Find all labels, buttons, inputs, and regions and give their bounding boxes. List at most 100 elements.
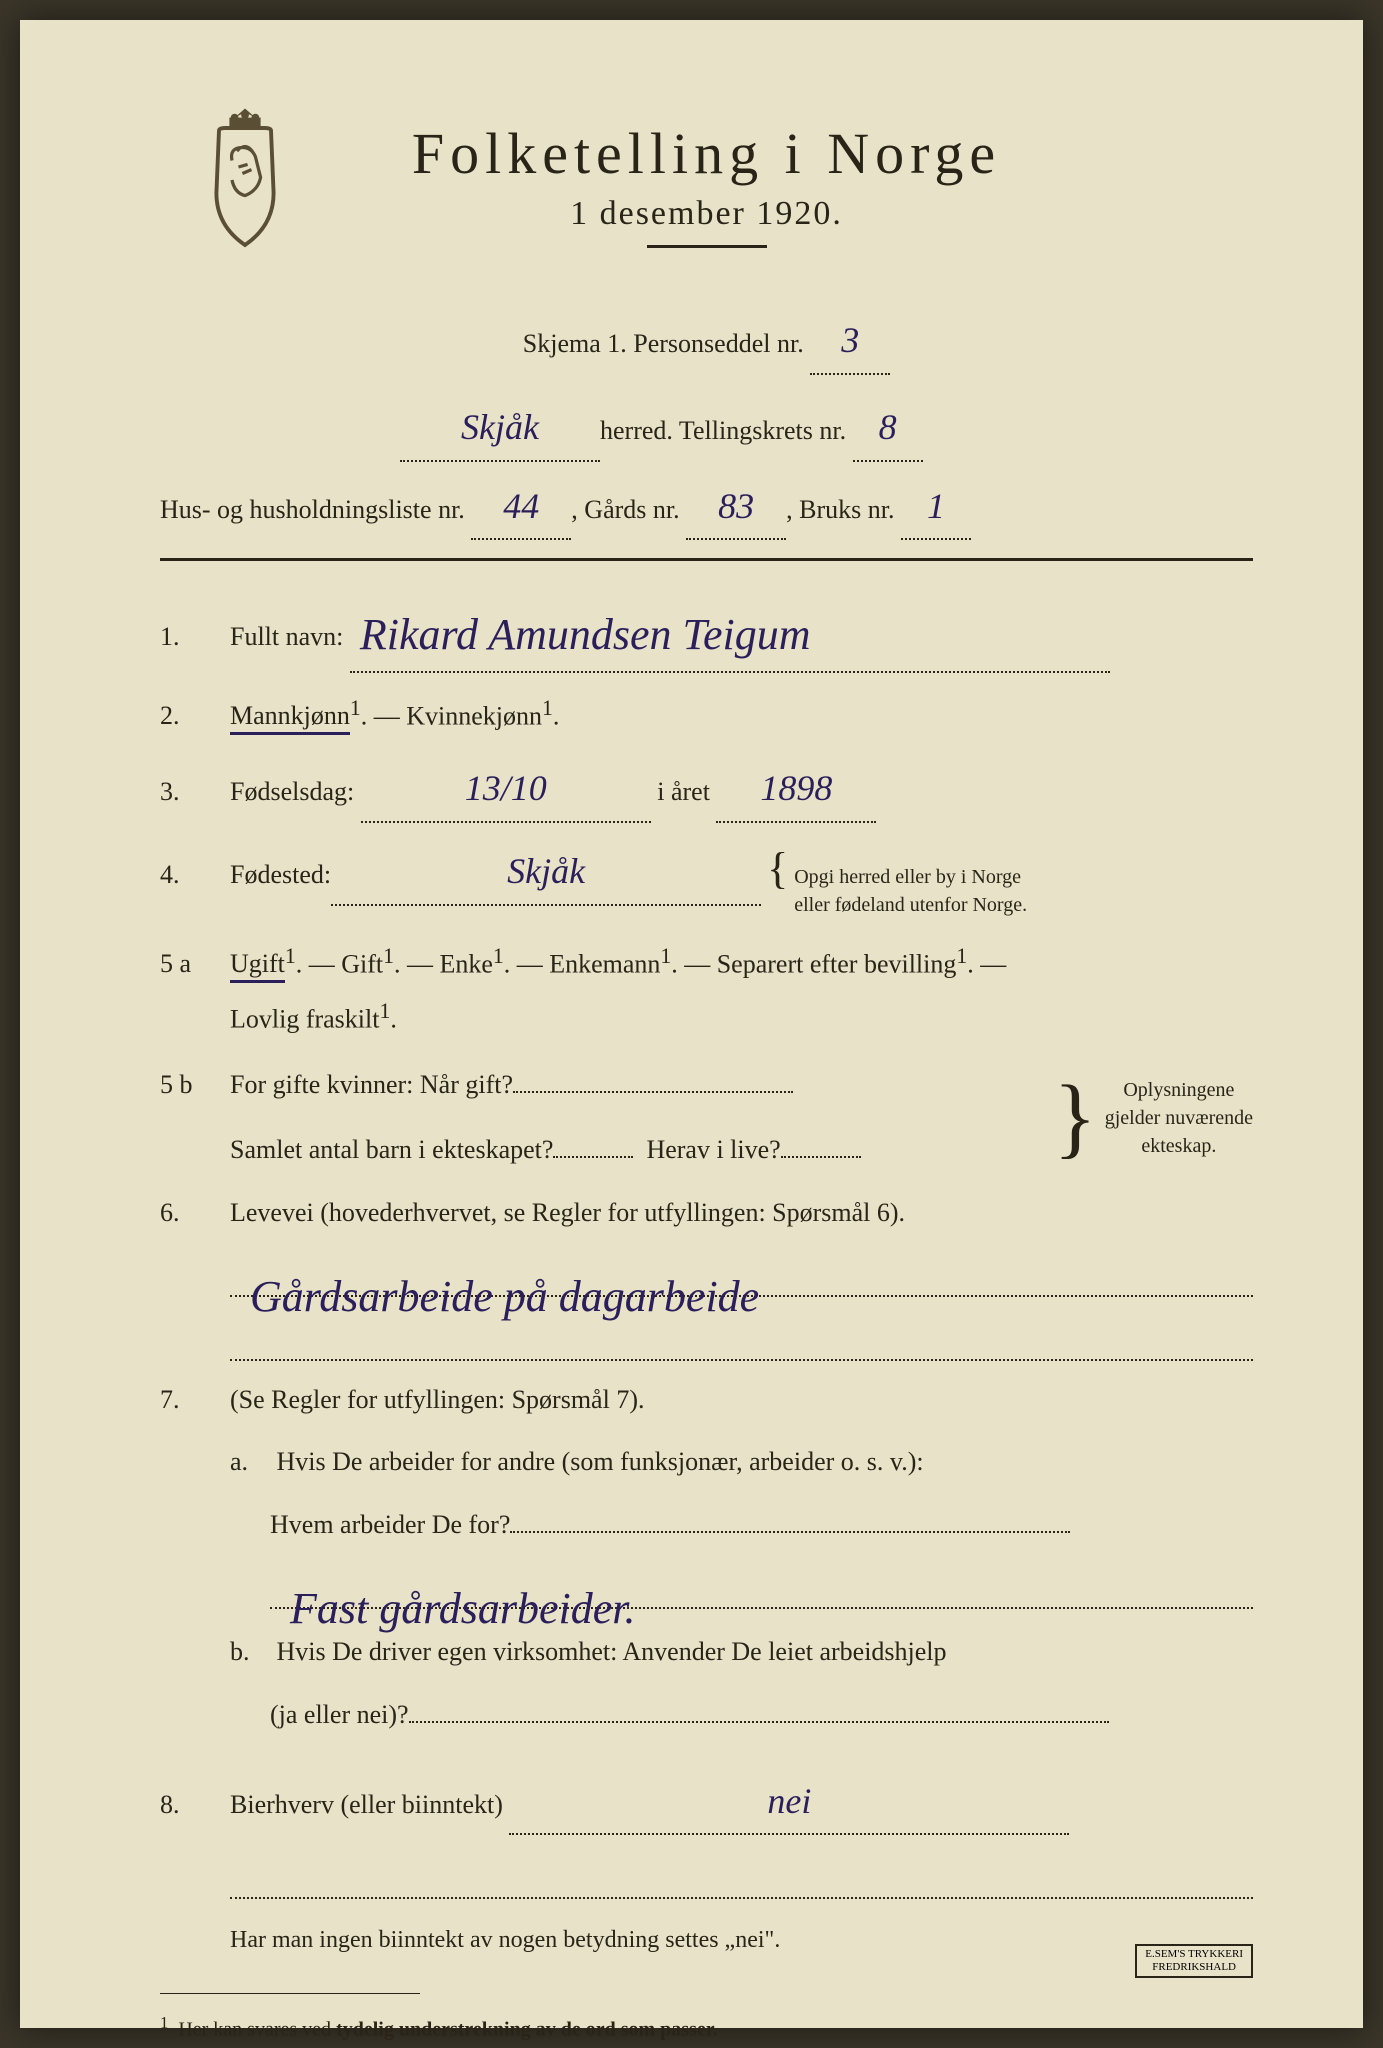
coat-of-arms-icon [180, 100, 310, 260]
document-header: Folketelling i Norge 1 desember 1920. [160, 120, 1253, 248]
footnote-num: 1 [160, 2013, 168, 2032]
q1-label: Fullt navn: [230, 622, 343, 651]
q8-value: nei [767, 1781, 811, 1821]
herred-name-value: Skjåk [461, 407, 539, 447]
q5a-gift: Gift [341, 949, 383, 978]
stamp-l2: FREDRIKSHALD [1152, 1961, 1236, 1973]
q6-row: 6. Levevei (hovederhvervet, se Regler fo… [160, 1190, 1253, 1361]
brace-icon: } [1054, 1091, 1097, 1145]
census-document: Folketelling i Norge 1 desember 1920. Sk… [20, 20, 1363, 2028]
bruks-label: , Bruks nr. [786, 495, 894, 524]
q6-num: 6. [160, 1190, 210, 1237]
q1-num: 1. [160, 614, 210, 661]
q5b-gift-field [513, 1091, 793, 1093]
q4-note-l2: eller fødeland utenfor Norge. [794, 894, 1027, 916]
q7-row: 7. (Se Regler for utfyllingen: Spørsmål … [160, 1377, 1253, 1753]
q8-row: 8. Bierhverv (eller biinntekt) nei [160, 1769, 1253, 1900]
q5a-separert: Separert efter bevilling [717, 949, 957, 978]
q3-label: Fødselsdag: [230, 777, 354, 806]
section-divider [160, 558, 1253, 561]
skjema-line: Skjema 1. Personseddel nr. 3 [160, 308, 1253, 375]
document-subtitle: 1 desember 1920. [160, 195, 1253, 233]
q6-value: Gårdsarbeide på dagarbeide [250, 1257, 759, 1299]
gards-label: , Gårds nr. [571, 495, 679, 524]
q8-num: 8. [160, 1782, 210, 1829]
q3-day-value: 13/10 [465, 768, 547, 808]
tellingskrets-field: 8 [853, 395, 923, 462]
q2-sup2: 1 [542, 696, 553, 720]
personseddel-nr-field: 3 [810, 308, 890, 375]
husholdning-value: 44 [503, 486, 539, 526]
q7b-letter: b. [230, 1629, 270, 1676]
printer-stamp: E.SEM'S TRYKKERI FREDRIKSHALD [1135, 1944, 1253, 1978]
q8-label: Bierhverv (eller biinntekt) [230, 1790, 503, 1819]
q4-note-l1: Opgi herred eller by i Norge [794, 866, 1021, 888]
tellingskrets-value: 8 [879, 407, 897, 447]
q3-year-field: 1898 [716, 756, 876, 823]
footnote-text: Her kan svares ved tydelig understreknin… [178, 2018, 717, 2040]
footnote-block: 1 Her kan svares ved tydelig understrekn… [160, 1993, 1253, 2048]
footnote-rule [160, 1993, 420, 1994]
q5b-barn-field [553, 1156, 633, 1158]
q1-value: Rikard Amundsen Teigum [360, 610, 811, 659]
q5b-note-l1: Oplysningene [1123, 1079, 1234, 1101]
q5b-row: 5 b For gifte kvinner: Når gift? Samlet … [160, 1062, 1253, 1174]
q5b-l2b: Herav i live? [646, 1135, 780, 1164]
title-underline [647, 245, 767, 248]
q7a-field2: Fast gårdsarbeider. [270, 1565, 1253, 1609]
q2-kvinne: Kvinnekjønn [406, 701, 542, 730]
q7a-l2: Hvem arbeider De for? [270, 1510, 510, 1539]
q8-field: nei [509, 1769, 1069, 1836]
q8-field-2 [230, 1855, 1253, 1899]
q5b-note: Oplysningene gjelder nuværende ekteskap. [1105, 1076, 1253, 1160]
q2-sep: . — [361, 701, 407, 730]
q5a-num: 5 a [160, 941, 210, 988]
form-body: Skjema 1. Personseddel nr. 3 Skjåkherred… [160, 308, 1253, 2047]
q2-mann: Mannkjønn [230, 701, 350, 735]
gards-value: 83 [718, 486, 754, 526]
personseddel-nr-value: 3 [841, 320, 859, 360]
q7a-value: Fast gårdsarbeider. [290, 1569, 636, 1611]
document-title: Folketelling i Norge [160, 120, 1253, 187]
q7a-field1 [510, 1531, 1070, 1533]
q6-field: Gårdsarbeide på dagarbeide [230, 1253, 1253, 1297]
herred-line: Skjåkherred. Tellingskrets nr. 8 [160, 395, 1253, 462]
q7-label: (Se Regler for utfyllingen: Spørsmål 7). [230, 1385, 644, 1414]
q3-year-value: 1898 [760, 768, 832, 808]
q4-field: Skjåk [331, 839, 761, 906]
q5b-l2a: Samlet antal barn i ekteskapet? [230, 1135, 553, 1164]
q5b-l1a: For gifte kvinner: Når gift? [230, 1070, 513, 1099]
q7a-l1: Hvis De arbeider for andre (som funksjon… [277, 1447, 924, 1476]
q5a-enkemann: Enkemann [549, 949, 660, 978]
q7a-block: a. Hvis De arbeider for andre (som funks… [230, 1439, 1253, 1609]
q6-field-2 [230, 1317, 1253, 1361]
skjema-label: Skjema 1. Personseddel nr. [523, 329, 804, 358]
q5b-num: 5 b [160, 1062, 210, 1109]
closing-note: Har man ingen biinntekt av nogen betydni… [160, 1919, 1253, 1962]
herred-name-field: Skjåk [400, 395, 600, 462]
q7a-letter: a. [230, 1439, 270, 1486]
q3-num: 3. [160, 769, 210, 816]
q2-row: 2. Mannkjønn1. — Kvinnekjønn1. [160, 689, 1253, 740]
q4-label: Fødested: [230, 852, 331, 899]
q3-mid: i året [657, 777, 710, 806]
q5b-note-l2: gjelder nuværende [1105, 1107, 1253, 1129]
husholdning-field: 44 [471, 474, 571, 541]
q1-row: 1. Fullt navn: Rikard Amundsen Teigum [160, 591, 1253, 672]
q6-label: Levevei (hovederhvervet, se Regler for u… [230, 1198, 905, 1227]
q5a-ugift: Ugift [230, 949, 285, 983]
q2-num: 2. [160, 693, 210, 740]
q1-field: Rikard Amundsen Teigum [350, 591, 1110, 672]
q7b-l1: Hvis De driver egen virksomhet: Anvender… [277, 1637, 947, 1666]
stamp-l1: E.SEM'S TRYKKERI [1145, 1948, 1243, 1960]
q7b-block: b. Hvis De driver egen virksomhet: Anven… [230, 1629, 1253, 1739]
q5b-live-field [781, 1156, 861, 1158]
q3-row: 3. Fødselsdag: 13/10 i året 1898 [160, 756, 1253, 823]
q5a-row: 5 a Ugift1. — Gift1. — Enke1. — Enkemann… [160, 935, 1253, 1046]
bruks-field: 1 [901, 474, 971, 541]
gards-field: 83 [686, 474, 786, 541]
q7-num: 7. [160, 1377, 210, 1424]
q4-row: 4. Fødested: Skjåk { Opgi herred eller b… [160, 839, 1253, 919]
hus-prefix: Hus- og husholdningsliste nr. [160, 495, 465, 524]
q7b-field [409, 1721, 1109, 1723]
